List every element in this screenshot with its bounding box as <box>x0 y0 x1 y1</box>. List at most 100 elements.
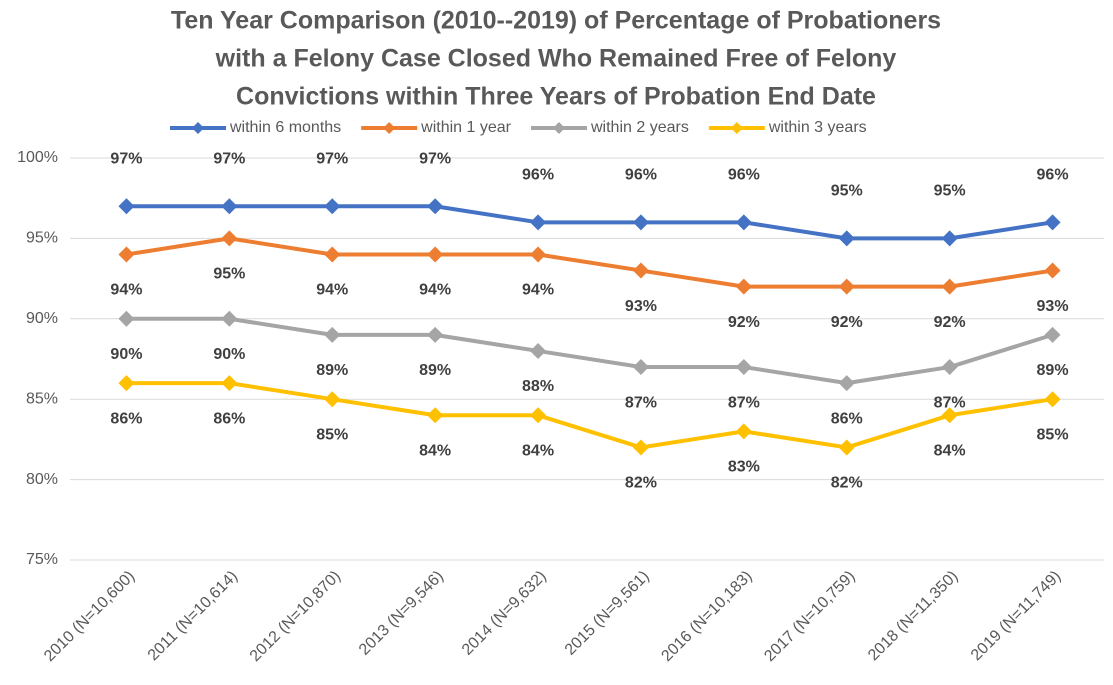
point <box>427 407 444 424</box>
point <box>221 310 238 327</box>
point <box>118 310 135 327</box>
point <box>1044 326 1061 343</box>
point <box>427 326 444 343</box>
series-line <box>126 316 1054 386</box>
data-label: 86% <box>831 410 863 427</box>
point <box>530 214 547 231</box>
data-label: 85% <box>316 426 348 443</box>
legend-label: within 1 year <box>420 119 511 136</box>
data-label: 93% <box>625 298 657 315</box>
data-label: 94% <box>110 282 142 299</box>
point <box>324 326 341 343</box>
point <box>735 214 752 231</box>
data-label: 97% <box>110 150 142 167</box>
legend-marker <box>553 122 565 134</box>
point <box>838 439 855 456</box>
point <box>632 214 649 231</box>
data-label: 94% <box>522 282 554 299</box>
data-label: 83% <box>728 459 760 476</box>
point <box>632 262 649 279</box>
data-label: 90% <box>213 346 245 363</box>
data-label: 84% <box>522 442 554 459</box>
chart-title: with a Felony Case Closed Who Remained F… <box>215 45 897 73</box>
point <box>427 198 444 215</box>
data-label: 93% <box>1037 298 1069 315</box>
series-line <box>126 204 1053 241</box>
data-label: 97% <box>419 150 451 167</box>
data-label: 82% <box>831 475 863 492</box>
point <box>221 230 238 247</box>
point <box>941 359 958 376</box>
point <box>324 246 341 263</box>
chart-title: Convictions within Three Years of Probat… <box>236 83 876 111</box>
legend-label: within 2 years <box>590 119 689 136</box>
y-tick-label: 80% <box>26 471 58 488</box>
y-tick-label: 90% <box>26 310 58 327</box>
data-label: 84% <box>934 442 966 459</box>
point <box>1044 262 1061 279</box>
point <box>530 246 547 263</box>
legend-label: within 6 months <box>229 119 341 136</box>
data-label: 95% <box>213 266 245 283</box>
data-label: 92% <box>831 314 863 331</box>
point <box>118 375 135 392</box>
data-label: 94% <box>419 282 451 299</box>
data-label: 85% <box>1037 426 1069 443</box>
data-label: 92% <box>934 314 966 331</box>
legend-label: within 3 years <box>768 119 867 136</box>
point <box>735 423 752 440</box>
y-tick-label: 95% <box>26 230 58 247</box>
point <box>838 278 855 295</box>
data-label: 95% <box>934 183 966 200</box>
y-tick-label: 75% <box>26 551 58 568</box>
legend-marker <box>383 122 396 134</box>
data-label: 86% <box>213 410 245 427</box>
legend-marker <box>192 122 204 134</box>
point <box>941 230 958 247</box>
series-line <box>126 236 1053 289</box>
point <box>324 198 341 215</box>
data-label: 90% <box>110 346 142 363</box>
y-tick-label: 85% <box>26 390 58 407</box>
series-line <box>126 381 1053 450</box>
data-label: 84% <box>419 442 451 459</box>
point <box>838 230 855 247</box>
data-label: 95% <box>831 183 863 200</box>
data-label: 89% <box>316 362 348 379</box>
point <box>221 198 238 215</box>
data-label: 89% <box>419 362 451 379</box>
data-label: 87% <box>728 394 760 411</box>
point <box>838 375 855 392</box>
data-label: 96% <box>522 167 554 184</box>
point <box>632 359 649 376</box>
data-label: 96% <box>625 167 657 184</box>
data-label: 87% <box>625 394 657 411</box>
y-tick-label: 100% <box>17 149 58 166</box>
point <box>324 391 341 408</box>
data-label: 97% <box>213 150 245 167</box>
point <box>1044 391 1061 408</box>
point <box>427 246 444 263</box>
data-label: 87% <box>934 394 966 411</box>
data-label: 96% <box>1037 167 1069 184</box>
point <box>632 439 649 456</box>
data-label: 97% <box>316 150 348 167</box>
data-label: 88% <box>522 378 554 395</box>
data-label: 86% <box>110 410 142 427</box>
point <box>941 278 958 295</box>
data-label: 96% <box>728 167 760 184</box>
data-label: 89% <box>1037 362 1069 379</box>
point <box>221 375 238 392</box>
chart-title: Ten Year Comparison (2010--2019) of Perc… <box>171 7 941 35</box>
point <box>118 246 135 263</box>
point <box>941 407 958 424</box>
point <box>1044 214 1061 231</box>
point <box>735 278 752 295</box>
point <box>530 342 547 359</box>
data-label: 92% <box>728 314 760 331</box>
point <box>735 359 752 376</box>
legend-marker <box>730 122 743 134</box>
data-label: 94% <box>316 282 348 299</box>
